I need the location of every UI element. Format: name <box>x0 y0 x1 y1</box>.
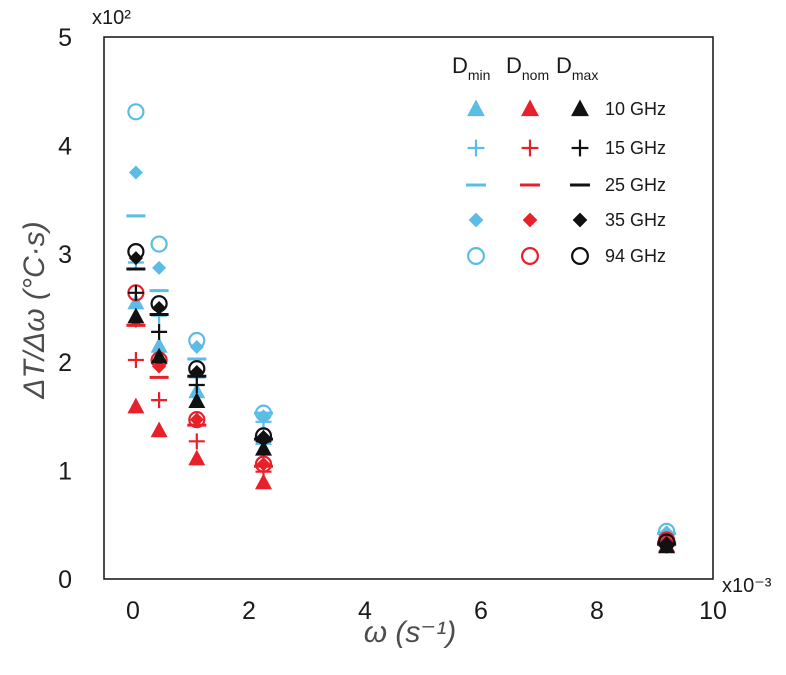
data-point <box>151 392 168 409</box>
legend-label: 10 GHz <box>605 99 666 119</box>
data-point <box>254 455 273 473</box>
data-point <box>188 392 206 408</box>
series-dmin-35-ghz <box>128 165 674 540</box>
data-point <box>150 347 168 364</box>
legend-label: 35 GHz <box>605 210 666 230</box>
data-point <box>150 336 168 353</box>
legend-header: Dmin <box>452 53 490 83</box>
y-tick-label: 4 <box>58 132 72 160</box>
x-axis-multiplier: x10⁻³ <box>722 575 772 597</box>
legend-marker <box>572 212 588 228</box>
data-point <box>188 376 205 393</box>
legend-header-name: D <box>506 53 522 78</box>
legend-header-name: D <box>556 53 572 78</box>
y-tick-label: 2 <box>58 349 72 377</box>
legend-marker <box>467 139 485 157</box>
x-tick-label: 2 <box>242 597 256 625</box>
data-point <box>188 411 206 429</box>
data-point <box>127 103 145 121</box>
x-tick-label: 8 <box>590 597 604 625</box>
series-dmax-94-ghz <box>127 243 676 551</box>
series-dnom-25-ghz <box>126 323 677 544</box>
legend-label: 15 GHz <box>605 138 666 158</box>
legend-marker <box>521 99 539 117</box>
data-point <box>127 397 145 414</box>
y-tick-label: 0 <box>58 566 72 594</box>
data-point <box>256 457 271 472</box>
data-point <box>127 352 144 369</box>
data-point <box>127 307 145 324</box>
series-dmax-15-ghz <box>127 284 675 554</box>
series-dnom-10-ghz <box>127 397 676 553</box>
x-tick-label: 10 <box>699 597 727 625</box>
legend-header: Dmax <box>556 53 598 83</box>
data-point <box>128 165 143 180</box>
series-dmax-35-ghz <box>128 251 674 551</box>
data-points <box>126 103 677 554</box>
legend-header-sub: nom <box>522 67 549 83</box>
legend-label: 25 GHz <box>605 175 666 195</box>
legend-header: Dnom <box>506 53 549 83</box>
series-dmin-10-ghz <box>127 293 676 544</box>
series-dmax-25-ghz <box>126 267 677 546</box>
legend-marker <box>522 212 538 228</box>
data-point <box>150 295 168 313</box>
x-tick-label: 4 <box>358 597 372 625</box>
series-dmin-94-ghz <box>127 103 676 540</box>
data-point <box>254 404 273 422</box>
y-tick-label: 5 <box>58 24 72 52</box>
x-axis-label: ω (s⁻¹) <box>364 616 457 649</box>
legend-marker <box>521 139 539 157</box>
data-point <box>188 449 206 466</box>
legend-marker <box>571 99 589 117</box>
series-dmin-15-ghz <box>127 254 675 543</box>
series-dnom-15-ghz <box>127 352 675 552</box>
series-dmax-10-ghz <box>127 307 676 554</box>
data-point <box>150 421 168 438</box>
data-point <box>256 429 271 444</box>
data-point <box>151 323 168 340</box>
data-point <box>152 260 167 275</box>
legend-header-sub: min <box>468 67 491 83</box>
y-tick-label: 3 <box>58 241 72 269</box>
series-dnom-94-ghz <box>127 284 676 549</box>
legend-marker <box>521 247 539 265</box>
y-axis-ticks: 0 1 2 3 4 5 <box>58 24 72 594</box>
data-point <box>255 473 272 490</box>
legend-marker <box>467 247 485 265</box>
data-point <box>188 433 205 450</box>
data-point <box>127 243 145 261</box>
legend-marker <box>571 139 589 157</box>
legend-header-sub: max <box>572 67 598 83</box>
series-dnom-35-ghz <box>128 314 674 549</box>
plot-frame <box>103 36 714 580</box>
data-point <box>657 533 676 551</box>
data-point <box>188 360 206 378</box>
data-point <box>254 427 273 445</box>
data-point <box>188 331 206 350</box>
y-axis-multiplier: x10² <box>92 7 131 29</box>
x-tick-label: 6 <box>474 597 488 625</box>
legend-marker <box>571 247 589 265</box>
y-axis-label: ΔT/Δω (°C·s) <box>18 221 51 399</box>
y-tick-label: 1 <box>58 458 72 486</box>
x-axis-ticks: 0 2 4 6 8 10 <box>126 597 727 625</box>
legend-header-name: D <box>452 53 468 78</box>
data-point <box>150 235 168 253</box>
data-point <box>189 412 204 427</box>
data-point <box>659 536 674 551</box>
legend-marker <box>467 99 485 117</box>
data-point <box>127 284 144 301</box>
series-dmin-25-ghz <box>126 214 677 535</box>
data-point <box>127 293 145 310</box>
x-tick-label: 0 <box>126 597 140 625</box>
legend-label: 94 GHz <box>605 246 666 266</box>
legend-marker <box>468 212 484 228</box>
